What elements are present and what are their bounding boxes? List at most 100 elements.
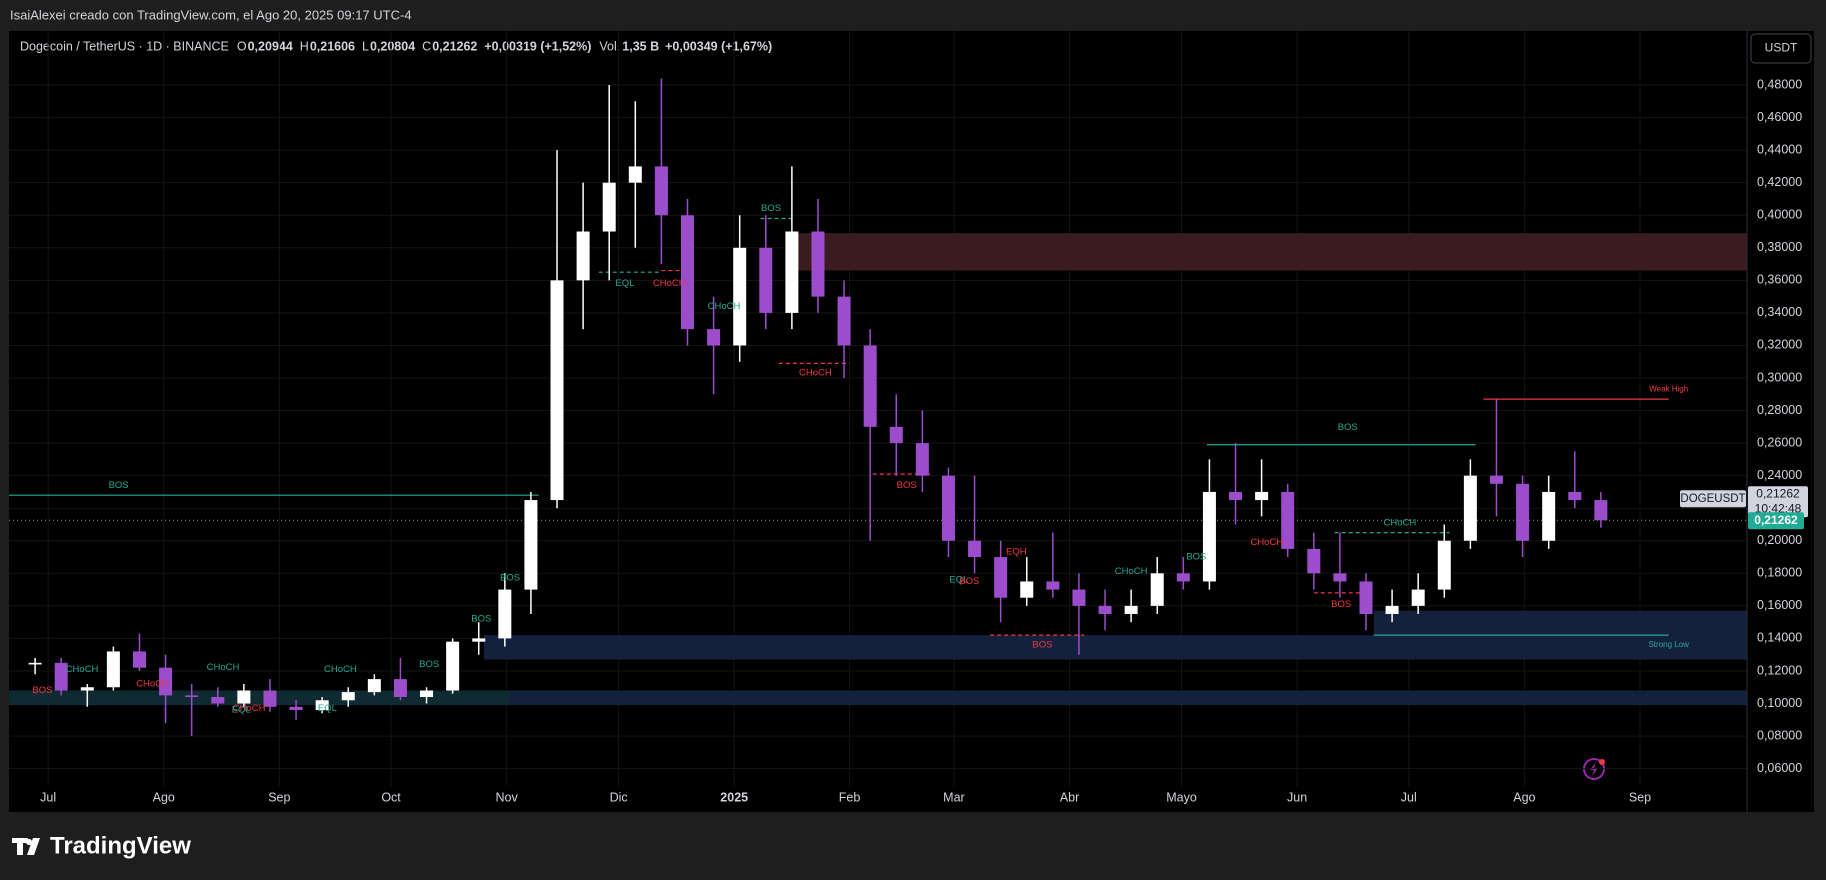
zone <box>9 690 511 706</box>
annotation: CHoCH <box>136 679 169 690</box>
y-tick-label: 0,38000 <box>1757 240 1802 254</box>
annotation: CHoCH <box>1384 517 1417 528</box>
y-tick-label: 0,08000 <box>1757 728 1802 742</box>
candle-body <box>185 695 199 698</box>
annotation: EQL <box>949 574 968 585</box>
annotation: CHoCH <box>324 664 357 675</box>
annotation: CHoCH <box>653 278 686 289</box>
annotation: EQL <box>232 705 251 716</box>
y-tick-label: 0,42000 <box>1757 175 1802 189</box>
logo: TradingView <box>12 832 191 859</box>
chart-pane <box>9 31 1814 812</box>
legend-text: L <box>362 39 369 53</box>
annotation: Strong Low <box>1648 640 1689 649</box>
candle-body <box>1098 605 1112 615</box>
candle-body <box>80 687 94 691</box>
legend-text: C <box>422 39 431 53</box>
candle-body <box>446 641 460 691</box>
y-tick-label: 0,36000 <box>1757 273 1802 287</box>
annotation: CHoCH <box>1115 566 1148 577</box>
currency-button[interactable]: USDT <box>1750 33 1812 64</box>
candle-body <box>889 426 903 444</box>
x-tick-label: Mayo <box>1166 790 1197 804</box>
candle-body <box>1516 483 1530 541</box>
legend-text: H <box>300 39 309 53</box>
candle-body <box>550 280 564 501</box>
candle-body <box>263 690 277 707</box>
candle-body <box>863 345 877 427</box>
legend-text: +0,00319 (+1,52%) <box>484 39 591 53</box>
legend-text: 0,21606 <box>310 39 355 53</box>
candle-body <box>1333 573 1347 582</box>
legend-text: Vol. <box>599 39 620 53</box>
legend-text: 0,21262 <box>432 39 477 53</box>
candle-body <box>1594 500 1608 521</box>
annotation: CHoCH <box>708 301 741 312</box>
symbol-tag-text: DOGEUSDT <box>1680 493 1745 505</box>
candle-body <box>1568 491 1582 501</box>
annotation: BOS <box>761 203 781 214</box>
candle-body <box>1229 491 1243 501</box>
credit: IsaiAlexei creado con TradingView.com, e… <box>10 7 412 22</box>
candle-body <box>367 679 381 693</box>
y-tick-label: 0,12000 <box>1757 663 1802 677</box>
button-frame[interactable] <box>1750 33 1812 64</box>
candle-body <box>1020 581 1034 598</box>
candle-body <box>654 166 668 216</box>
candle-body <box>994 557 1008 598</box>
annotation: CHoCH <box>233 703 266 714</box>
candle-body <box>1307 548 1321 574</box>
zone <box>1373 610 1747 636</box>
candle-body <box>759 247 773 313</box>
annotation: EQL <box>615 278 634 289</box>
candle-body <box>1202 491 1216 582</box>
candle-body <box>1542 491 1556 541</box>
x-tick-label: Jul <box>40 790 56 804</box>
candle-body <box>472 638 486 642</box>
candle-body <box>707 329 721 346</box>
candle-body <box>1176 573 1190 582</box>
legend-text: Dogecoin / TetherUS · 1D · BINANCE <box>20 39 229 53</box>
candle-body <box>785 231 799 313</box>
annotation: CHoCH <box>799 368 832 379</box>
annotation: BOS <box>1338 422 1358 433</box>
candle-body <box>811 231 825 297</box>
candle-body <box>1489 475 1503 484</box>
candle-body <box>498 589 512 639</box>
x-tick-label: Ago <box>153 790 175 804</box>
candle-body <box>1359 581 1373 615</box>
legend-text: +0,00349 (+1,67%) <box>665 39 772 53</box>
symbol-tag-box <box>1680 490 1746 508</box>
candle-body <box>1437 540 1451 590</box>
annotation: BOS <box>109 480 129 491</box>
legend-text: 1,35 B <box>622 39 659 53</box>
x-tick-label: Nov <box>496 790 519 804</box>
y-tick-label: 0,46000 <box>1757 110 1802 124</box>
candle-body <box>1072 589 1086 606</box>
annotation: BOS <box>897 480 917 491</box>
candle-body <box>420 690 434 698</box>
candle-body <box>1463 475 1477 541</box>
quote-box <box>1748 486 1808 518</box>
candle-body <box>968 540 982 558</box>
button-label[interactable]: USDT <box>1765 41 1798 55</box>
annotation: EQL <box>318 703 337 714</box>
y-tick-label: 0,40000 <box>1757 208 1802 222</box>
x-tick-label: Abr <box>1060 790 1079 804</box>
legend-text: 0,20944 <box>248 39 293 53</box>
y-tick-label: 0,30000 <box>1757 370 1802 384</box>
annotation: BOS <box>1331 599 1351 610</box>
candle-body <box>941 475 955 541</box>
x-tick-label: Jun <box>1287 790 1307 804</box>
annotation: BOS <box>1032 639 1052 650</box>
icon-dot[interactable] <box>1599 759 1605 765</box>
y-tick-label: 0,24000 <box>1757 468 1802 482</box>
y-tick-label: 0,32000 <box>1757 338 1802 352</box>
legend-text: 0,20804 <box>370 39 415 53</box>
y-tick-label: 0,18000 <box>1757 566 1802 580</box>
candle-body <box>237 690 251 704</box>
legend-text: O <box>237 39 247 53</box>
